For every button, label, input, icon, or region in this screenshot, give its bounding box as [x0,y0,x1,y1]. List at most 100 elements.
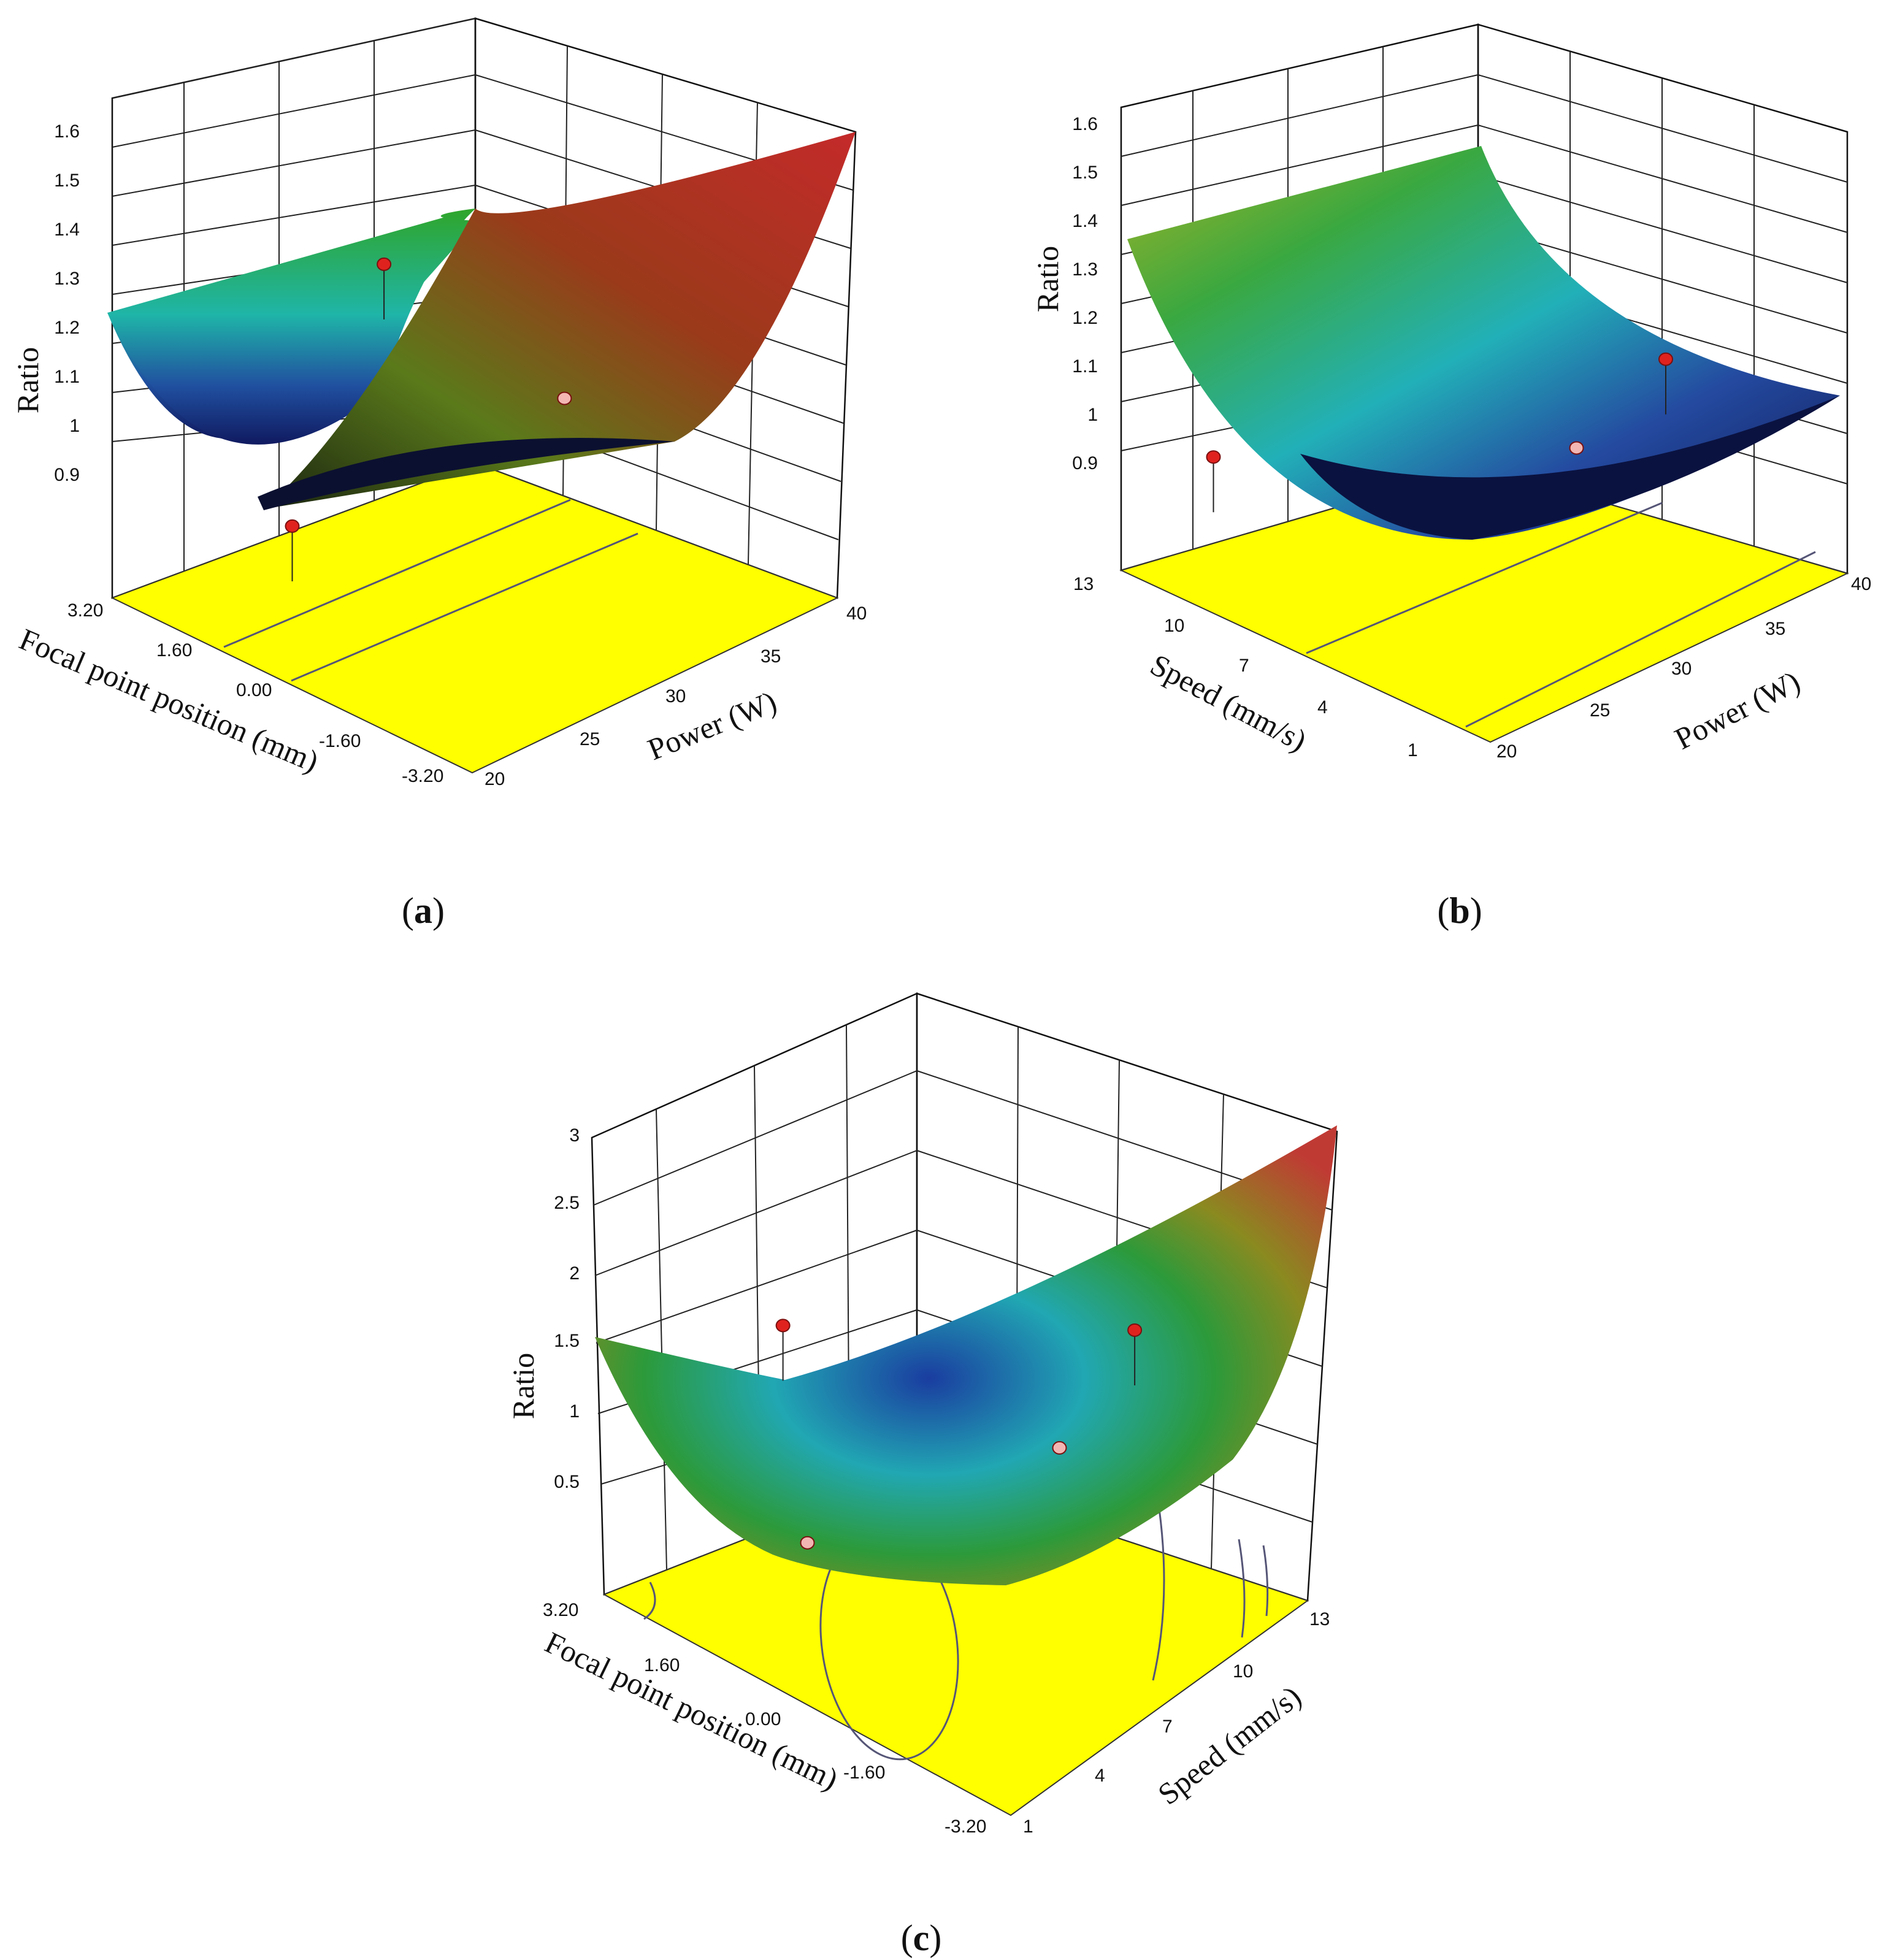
chart-a-z-tick: 1.5 [54,170,80,191]
chart-b-caption: (b) [1437,890,1482,931]
design-point [557,391,572,405]
chart-c-surface-main [595,1125,1337,1585]
chart-panel-b: 0.9 1 1.1 1.2 1.3 1.4 1.5 1.6 13 10 7 4 … [981,0,1889,944]
chart-b-caption-letter: b [1449,890,1469,931]
chart-c-z-tick: 2.5 [554,1193,580,1213]
chart-c-surface [595,1125,1337,1585]
chart-a-x-tick: 0.00 [236,680,272,700]
chart-a-caption-letter: a [414,890,432,931]
chart-a-contour [223,499,571,648]
chart-a-y-tick: 30 [665,686,686,706]
chart-a-z-tick: 1.4 [54,220,80,240]
chart-b-surface [1127,146,1840,540]
chart-a-grid-h [112,74,476,148]
chart-a-z-tick: 1.3 [54,269,80,289]
chart-b-grid-h [1477,74,1848,183]
chart-b-x-tick: 1 [1408,740,1418,760]
chart-c-x-tick: -3.20 [945,1816,986,1837]
chart-a-grid-h [112,18,476,99]
chart-b-x-tick: 13 [1073,574,1094,594]
chart-b-z-tick: 1.1 [1072,356,1098,377]
chart-c-x-tick: -1.60 [843,1763,885,1783]
design-point [1658,352,1673,366]
chart-a-surface [107,132,856,510]
chart-c-y-tick: 1 [1023,1816,1033,1837]
chart-b-x-tick: 4 [1317,697,1328,718]
chart-a-z-tick: 1.2 [54,318,80,338]
chart-a-y-tick: 25 [580,729,600,749]
design-point [800,1536,815,1550]
chart-b-svg: 0.9 1 1.1 1.2 1.3 1.4 1.5 1.6 13 10 7 4 … [1030,23,1871,931]
chart-b-y-ticks: 20 25 30 35 40 [1496,574,1871,762]
chart-a-z-tick: 1.1 [54,367,80,387]
chart-panel-c: 0.5 1 1.5 2 2.5 3 3.20 1.60 0.00 -1.60 -… [466,957,1447,1958]
chart-c-x-ticks: 3.20 1.60 0.00 -1.60 -3.20 [543,1600,986,1837]
chart-c-contour [1238,1539,1246,1638]
chart-b-grid-h [1121,124,1479,206]
chart-b-y-tick: 20 [1496,741,1517,762]
chart-a-z-tick: 1 [69,416,80,436]
chart-b-y-tick: 25 [1590,700,1610,721]
chart-c-z-label: Ratio [506,1353,540,1419]
chart-a-grid-h [112,129,476,197]
chart-b-surface-dark [1300,396,1840,540]
chart-b-surface-main [1127,146,1840,540]
design-point [1127,1323,1143,1337]
chart-a-svg: 0.9 1 1.1 1.2 1.3 1.4 1.5 1.6 3.20 1.60 … [10,17,867,931]
chart-a-x-tick: -1.60 [319,731,361,751]
chart-a-y-tick: 35 [761,646,781,667]
chart-c-x-tick: 1.60 [644,1655,680,1675]
chart-c-z-tick: 3 [569,1125,580,1146]
chart-b-z-tick: 1.5 [1072,163,1098,183]
chart-b-z-ticks: 0.9 1 1.1 1.2 1.3 1.4 1.5 1.6 [1072,114,1098,473]
chart-c-y-tick: 10 [1233,1661,1253,1682]
chart-a-points [285,257,572,581]
chart-c-caption: (c) [901,1918,942,1958]
chart-b-z-tick: 1.6 [1072,114,1098,134]
chart-c-contour [1262,1545,1269,1617]
chart-c-contour [643,1582,656,1620]
chart-a-z-tick: 1.6 [54,121,80,142]
chart-a-y-tick: 40 [846,603,867,624]
chart-b-y-tick: 30 [1671,659,1692,679]
chart-c-z-tick: 0.5 [554,1472,580,1492]
chart-a-y-ticks: 20 25 30 35 40 [485,603,867,789]
chart-c-x-tick: 0.00 [745,1709,781,1729]
chart-c-points [775,1319,1143,1550]
chart-c-y-tick: 4 [1095,1766,1105,1786]
chart-a-surface-valley [258,438,675,510]
chart-a-x-tick: -3.20 [402,766,443,786]
chart-c-caption-letter: c [913,1918,930,1958]
chart-b-y-tick: 40 [1851,574,1871,594]
chart-b-x-tick: 7 [1239,656,1249,676]
chart-a-x-tick: 3.20 [67,600,103,621]
chart-b-contour [1465,551,1816,728]
chart-a-y-tick: 20 [485,769,505,789]
design-point [1569,441,1584,455]
chart-b-z-tick: 0.9 [1072,453,1098,473]
chart-b-z-tick: 1 [1087,405,1098,425]
chart-a-z-label: Ratio [10,347,45,413]
chart-c-z-ticks: 0.5 1 1.5 2 2.5 3 [554,1125,580,1492]
chart-c-y-tick: 7 [1162,1717,1173,1737]
chart-b-x-tick: 10 [1164,616,1184,636]
chart-b-contour [1306,502,1663,654]
chart-a-z-tick: 0.9 [54,465,80,485]
chart-a-contour [291,532,638,682]
chart-b-z-tick: 1.3 [1072,259,1098,280]
chart-c-y-ticks: 1 4 7 10 13 [1023,1609,1330,1837]
chart-b-z-tick: 1.4 [1072,211,1098,231]
chart-a-z-ticks: 0.9 1 1.1 1.2 1.3 1.4 1.5 1.6 [54,121,80,485]
chart-c-y-label: Speed (mm/s) [1151,1679,1307,1812]
chart-c-contour [1152,1508,1165,1681]
chart-a-x-ticks: 3.20 1.60 0.00 -1.60 -3.20 [67,600,443,786]
chart-b-z-tick: 1.2 [1072,308,1098,328]
chart-a-caption: (a) [402,890,445,931]
design-point [775,1319,791,1333]
chart-b-x-ticks: 13 10 7 4 1 [1073,574,1418,760]
chart-b-grid-h [1477,124,1848,233]
chart-c-y-tick: 13 [1309,1609,1330,1629]
design-point [1206,450,1221,464]
design-point [1052,1441,1067,1455]
chart-c-grid-v [656,1109,667,1571]
